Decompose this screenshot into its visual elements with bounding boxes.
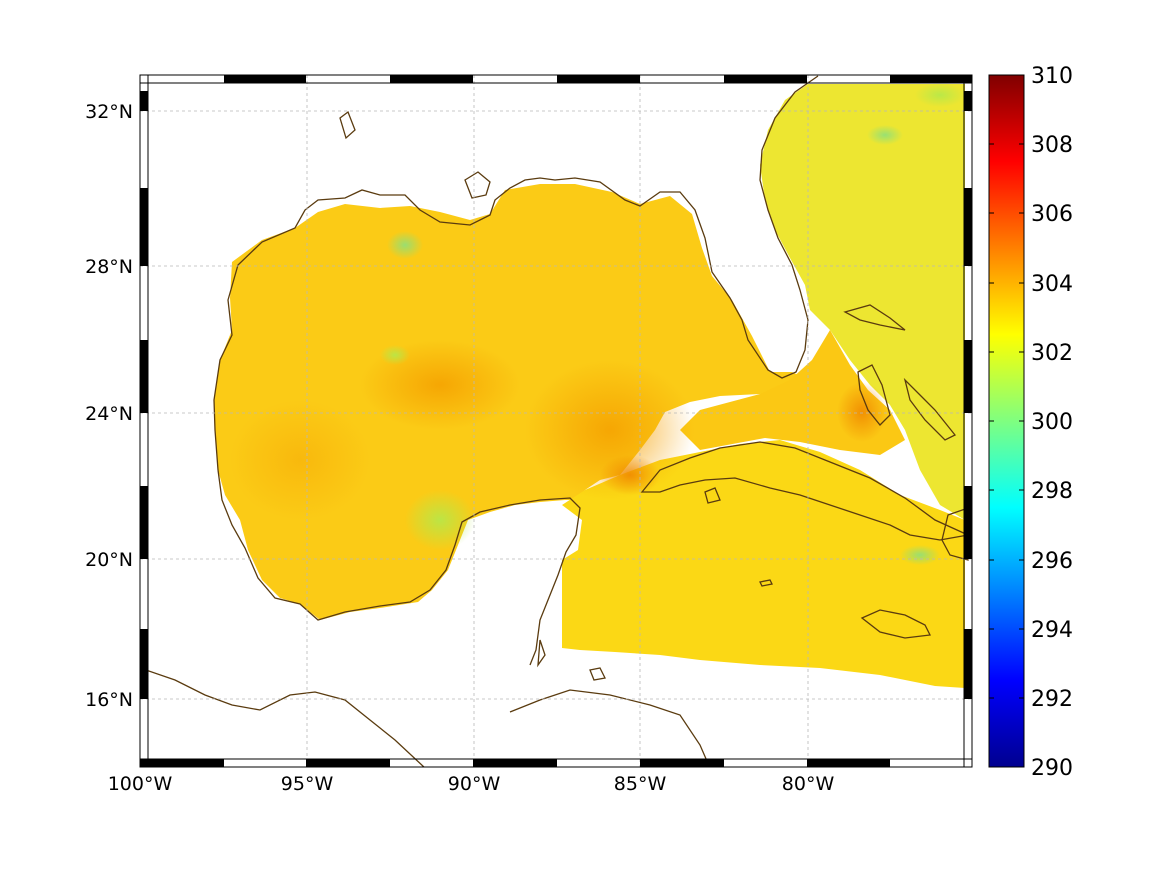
map-frame [139,74,973,768]
warm-patch-bahamas [837,382,887,442]
jamaica-coast [860,609,931,639]
colorbar-label-306: 306 [1031,202,1073,227]
colorbar: 310 308 306 304 302 300 298 296 294 292 … [988,64,1073,781]
latitude-labels: 32°N 28°N 24°N 20°N 16°N [85,101,133,711]
lon-label-80w: 80°W [782,773,835,795]
lat-label-28n: 28°N [85,256,133,278]
mexico-gulf-coast [217,469,581,666]
mississippi-delta [464,171,491,199]
andros-island [857,364,891,426]
colorbar-label-298: 298 [1031,479,1073,504]
colorbar-label-304: 304 [1031,272,1073,297]
colorbar-label-302: 302 [1031,341,1073,366]
isla-juventud [704,487,721,504]
longitude-labels: 100°W 95°W 90°W 85°W 80°W [108,773,835,795]
colorbar-labels: 310 308 306 304 302 300 298 296 294 292 … [1031,64,1073,781]
cool-patch-mid-gulf [380,345,410,365]
cuba-coast [640,441,971,541]
lat-label-20n: 20°N [85,549,133,571]
louisiana-islands [339,110,356,140]
caribbean-sst-field [562,440,965,688]
graticule [140,75,972,767]
colorbar-gradient [988,74,1025,768]
colorbar-label-300: 300 [1031,410,1073,435]
honduras-coast [509,689,711,767]
colorbar-label-308: 308 [1031,133,1073,158]
lat-label-32n: 32°N [85,101,133,123]
lat-label-16n: 16°N [85,689,133,711]
colorbar-label-290: 290 [1031,756,1073,781]
belize-cays [537,639,546,668]
colorbar-label-294: 294 [1031,618,1073,643]
cool-patch-haiti [900,545,940,565]
lon-label-95w: 95°W [281,773,334,795]
lat-label-24n: 24°N [85,403,133,425]
grand-bahama [843,304,906,331]
map-area [140,75,972,767]
central-america-coast [140,667,425,767]
cayman-islands [759,579,773,587]
colorbar-label-296: 296 [1031,549,1073,574]
cool-patch-atlantic [867,125,903,145]
colorbar-label-310: 310 [1031,64,1073,89]
warm-patch-texas-shelf [230,400,370,520]
cool-patch-atlantic-east [915,83,965,107]
atlantic-sst-field [760,84,965,520]
colorbar-label-292: 292 [1031,687,1073,712]
yucatan-islands [589,667,606,681]
warm-patch-yucatan [600,455,660,495]
lon-label-100w: 100°W [108,773,173,795]
us-gulf-coast [213,75,819,471]
lon-label-90w: 90°W [448,773,501,795]
lon-label-85w: 85°W [614,773,667,795]
bahamas-east [903,377,957,441]
cool-patch-louisiana [387,231,423,259]
